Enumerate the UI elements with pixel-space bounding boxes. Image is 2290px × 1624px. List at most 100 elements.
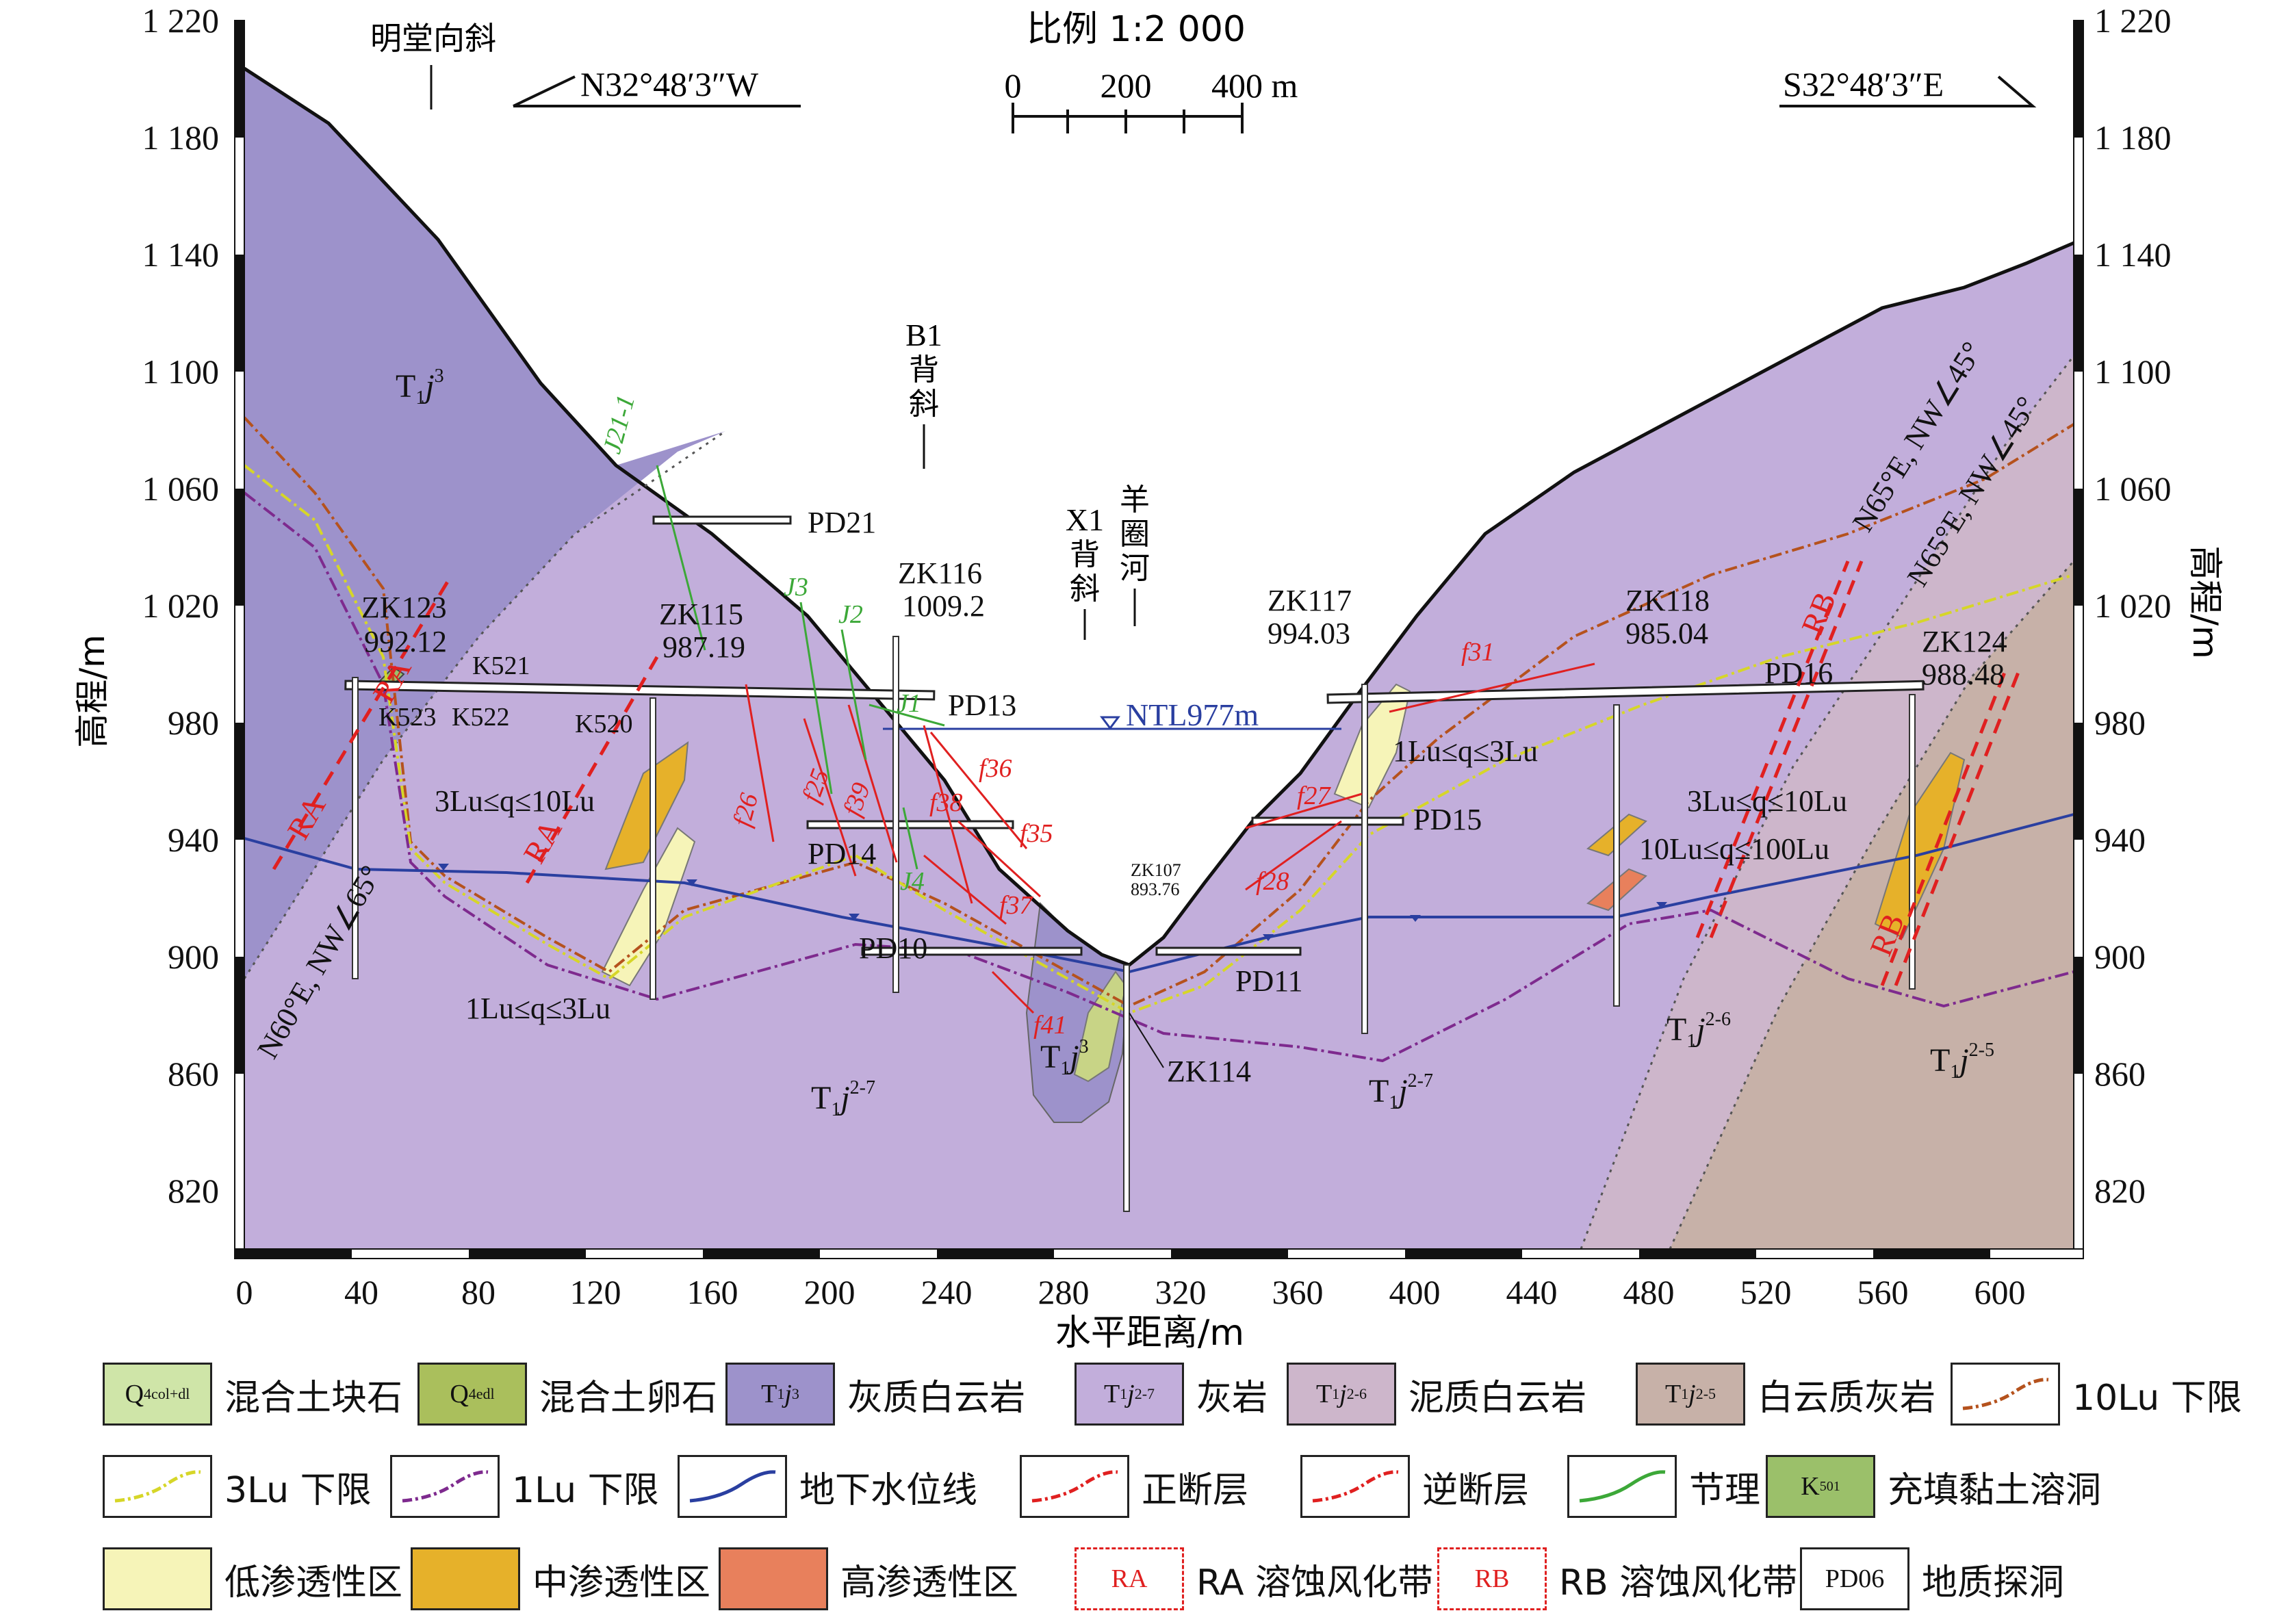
karst-label: K522 xyxy=(452,703,509,732)
stratum-t1j2-5-area xyxy=(1670,561,2074,1249)
line-3lu-limit xyxy=(243,464,2074,1015)
legend-symbol: K 501 xyxy=(1766,1455,1875,1518)
line-10lu-limit xyxy=(243,416,2075,1008)
borehole-elev-zk115: 987.19 xyxy=(662,630,745,664)
line-1lu-limit xyxy=(243,491,2074,1063)
borehole-zk114 xyxy=(1123,964,1130,1212)
legend-label: 逆断层 xyxy=(1422,1469,1530,1511)
legend-label: 节理 xyxy=(1689,1469,1761,1511)
y-tick-label: 940 xyxy=(168,821,219,859)
x-tick-label: 360 xyxy=(1272,1273,1324,1311)
fault-line xyxy=(847,704,898,863)
borehole-elev-zk107: 893.76 xyxy=(1131,879,1180,899)
adit-pd10 xyxy=(861,946,1083,956)
fault-line xyxy=(923,725,973,904)
borehole-label-zk118: ZK118 xyxy=(1625,584,1710,617)
legend-label: 1Lu 下限 xyxy=(512,1469,659,1511)
x-tick-label: 40 xyxy=(344,1273,378,1311)
legend-symbol xyxy=(1951,1363,2060,1426)
legend-symbol xyxy=(1020,1455,1129,1518)
adit-label-pd16: PD16 xyxy=(1764,656,1833,690)
rb-zone-line xyxy=(1894,670,2021,986)
fault-label: f35 xyxy=(1020,819,1053,848)
legend-label: 地下水位线 xyxy=(799,1469,978,1511)
river-label-2: 圈 xyxy=(1120,517,1150,552)
fault-line xyxy=(1245,792,1363,829)
y-tick-label: 1 100 xyxy=(142,352,220,391)
adit-pd21 xyxy=(652,515,792,525)
legend-item: T 1 j 3 灰质白云岩 xyxy=(725,1356,1025,1432)
scale-tick-400: 400 m xyxy=(1211,66,1298,105)
x-tick-label: 400 xyxy=(1389,1273,1441,1311)
adit-pd14 xyxy=(806,820,1014,829)
x-axis-label: 水平距离/m xyxy=(1055,1313,1244,1354)
adit-label-pd10: PD10 xyxy=(859,931,927,965)
fault-label: f41 xyxy=(1033,1011,1067,1040)
x-tick-label: 200 xyxy=(804,1273,855,1311)
borehole-label-zk123: ZK123 xyxy=(361,591,447,624)
legend-item: 3Lu 下限 xyxy=(103,1449,372,1524)
ra-zone-line xyxy=(272,573,454,871)
perm-label: 1Lu≤q≤3Lu xyxy=(1393,734,1538,768)
borehole-zk117 xyxy=(1361,684,1368,1034)
borehole-label-zk107: ZK107 xyxy=(1131,860,1181,880)
x-tick-label: 280 xyxy=(1038,1273,1090,1311)
legend-symbol: Q 4 edl xyxy=(417,1363,527,1426)
legend-symbol: RB xyxy=(1437,1547,1547,1610)
karst-label: K520 xyxy=(575,710,632,738)
y-axis-right-ticks: 1 220 1 180 1 140 1 100 1 060 1 020 980 940 900 8… xyxy=(2094,1,2172,1210)
legend-item: 地下水位线 xyxy=(678,1449,977,1524)
scale-tick-0: 0 xyxy=(1005,66,1022,105)
scale-tick-200: 200 xyxy=(1101,66,1152,105)
legend: Q 4 col+dl 混合土块石 Q 4 edl 混合土卵石 T 1 j 3 灰质白云岩 T 1 j 2-7 灰岩… xyxy=(103,1356,2272,1616)
legend-symbol xyxy=(103,1547,212,1610)
ground-surface-line xyxy=(243,66,2074,967)
legend-item: 中渗透性区 xyxy=(411,1541,710,1616)
borehole-zk118 xyxy=(1613,704,1620,1007)
adit-labels: PD21 PD13 PD14 PD10 PD11 PD15 PD16 xyxy=(808,506,1833,998)
legend-symbol: T 1 j 2-6 xyxy=(1287,1363,1396,1426)
fault-labels: f26 f25 f39 f38 f36 f35 f37 f41 f27 f28 … xyxy=(728,638,1494,1040)
x1-label-sub: 背 xyxy=(1070,537,1100,572)
legend-label: 正断层 xyxy=(1142,1469,1249,1511)
joint-line xyxy=(902,807,918,870)
fault-label: f38 xyxy=(929,788,963,817)
borehole-label-zk115: ZK115 xyxy=(659,597,743,631)
legend-label: 灰岩 xyxy=(1196,1377,1268,1419)
adit-label-pd14: PD14 xyxy=(808,837,876,871)
legend-symbol-sub: 501 xyxy=(1819,1478,1840,1494)
legend-symbol-text: PD06 xyxy=(1825,1564,1885,1593)
karst-label: K521 xyxy=(472,652,530,680)
legend-label: 泥质白云岩 xyxy=(1408,1377,1587,1419)
fault-label: f28 xyxy=(1256,867,1289,896)
perm-label: 3Lu≤q≤10Lu xyxy=(1687,784,1847,818)
borehole-elev-zk116: 1009.2 xyxy=(902,589,985,623)
y-tick-label: 980 xyxy=(2094,704,2146,742)
river-label-3: 河 xyxy=(1120,551,1150,586)
boreholes xyxy=(352,636,1916,1212)
orientation-arrow-right xyxy=(1779,75,2037,107)
reservoir-level-marker xyxy=(1100,716,1120,730)
legend-item: 正断层 xyxy=(1020,1449,1248,1524)
x-tick-label: 320 xyxy=(1155,1273,1207,1311)
borehole-zk115 xyxy=(649,697,656,1000)
y-tick-label: 1 060 xyxy=(2094,469,2172,508)
y-tick-label: 820 xyxy=(168,1172,219,1210)
y-axis-label-right: 高程/m xyxy=(2185,545,2225,659)
legend-label: 混合土卵石 xyxy=(539,1377,718,1419)
borehole-zk124 xyxy=(1909,694,1916,990)
y-axis-left-ticks: 1 220 1 180 1 140 1 100 1 060 1 020 980 940 900 8… xyxy=(142,1,220,1210)
rb-zone-line xyxy=(1695,560,1850,938)
stratum-label: T1j2-6 xyxy=(1667,1009,1731,1052)
legend-symbol xyxy=(1300,1455,1410,1518)
joint-label: J1 xyxy=(897,689,921,718)
legend-item: T 1 j 2-6 泥质白云岩 xyxy=(1287,1356,1586,1432)
strata-labels: T1j3 T1j2-7 T1j3 T1j2-7 T1j2-6 T1j2-5 xyxy=(396,365,1994,1120)
legend-item: 节理 xyxy=(1567,1449,1760,1524)
x-tick-label: 240 xyxy=(921,1273,973,1311)
perm-label: 3Lu≤q≤10Lu xyxy=(435,784,595,818)
fault-line xyxy=(1389,662,1595,713)
legend-symbol: PD06 xyxy=(1800,1547,1909,1610)
fault-label: f37 xyxy=(999,891,1034,920)
